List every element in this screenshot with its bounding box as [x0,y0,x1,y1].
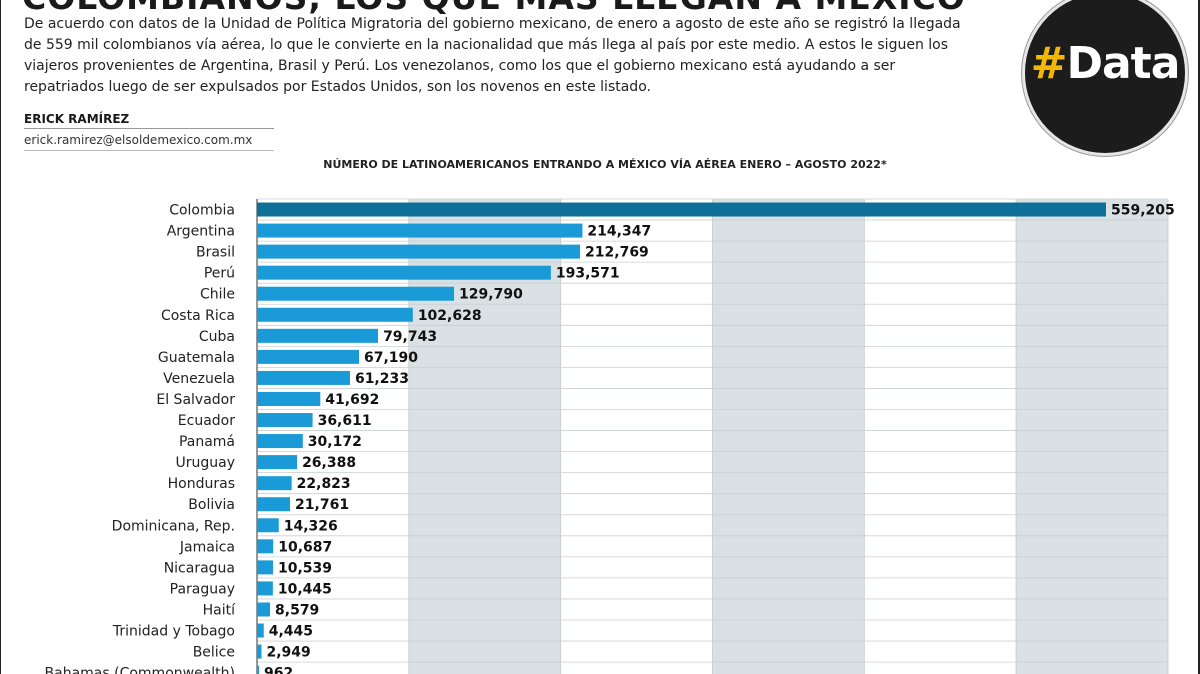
author-byline: ERICK RAMÍREZ [24,112,274,129]
bar [257,434,303,449]
value-label: 79,743 [383,329,437,345]
bar [257,665,259,674]
value-label: 214,347 [587,224,651,240]
category-label: Cuba [199,329,235,345]
bar [257,644,262,659]
bar [257,244,581,259]
value-label: 41,692 [325,392,379,408]
value-label: 129,790 [459,287,523,303]
category-label: Paraguay [170,581,235,597]
bar [257,391,321,406]
category-label: Trinidad y Tobago [112,624,235,640]
category-label: El Salvador [156,392,235,408]
value-label: 22,823 [297,476,351,492]
value-label: 30,172 [308,434,362,450]
value-label: 36,611 [318,413,372,429]
category-label: Jamaica [179,539,235,555]
data-badge: #Data [1022,0,1188,156]
value-label: 10,687 [278,539,332,555]
hash-icon: # [1030,38,1068,89]
data-badge-label: #Data [1025,38,1185,89]
value-label: 559,205 [1111,203,1175,219]
bar [257,265,551,280]
badge-word: Data [1066,38,1180,89]
value-label: 193,571 [556,266,620,282]
category-label: Belice [193,645,235,661]
category-label: Perú [204,266,235,282]
bar [257,286,455,301]
value-label: 10,445 [278,581,332,597]
left-frame-rule [0,0,1,674]
intro-paragraph: De acuerdo con datos de la Unidad de Pol… [24,16,961,95]
value-label: 962 [264,666,293,674]
bar [257,413,313,428]
category-label: Nicaragua [164,560,235,576]
category-label: Venezuela [163,371,235,387]
chart-title: NÚMERO DE LATINOAMERICANOS ENTRANDO A MÉ… [323,158,887,171]
bar [257,518,279,533]
category-label: Chile [200,287,235,303]
right-frame-rule [1198,0,1200,674]
bar [257,328,379,343]
value-label: 21,761 [295,497,349,513]
bar [257,202,1106,217]
value-label: 2,949 [266,645,310,661]
category-label: Guatemala [158,350,235,366]
author-email: erick.ramirez@elsoldemexico.com.mx [24,133,253,147]
background-band [1016,199,1168,674]
bar [257,539,274,554]
category-label: Honduras [168,476,235,492]
category-label: Panamá [179,434,235,450]
bar [257,455,298,470]
category-label: Argentina [167,224,235,240]
bar [257,370,350,385]
byline-divider [24,150,274,151]
category-label: Colombia [169,203,235,219]
bar [257,307,413,322]
value-label: 4,445 [269,624,313,640]
bar [257,602,271,617]
bar [257,476,292,491]
value-label: 14,326 [284,518,338,534]
background-band [712,199,865,674]
category-label: Brasil [196,245,235,261]
category-label: Bolivia [188,497,235,513]
bar [257,623,264,638]
bar [257,581,273,596]
category-label: Bahamas (Commonwealth) [45,666,235,674]
value-label: 67,190 [364,350,418,366]
bar [257,560,274,575]
value-label: 61,233 [355,371,409,387]
category-label: Uruguay [176,455,236,471]
value-label: 102,628 [418,308,482,324]
category-label: Haití [203,602,236,618]
value-label: 212,769 [585,245,649,261]
category-label: Costa Rica [161,308,235,324]
bar [257,497,291,512]
category-label: Ecuador [178,413,235,429]
value-label: 8,579 [275,602,319,618]
headline: COLOMBIANOS, LOS QUE MÁS LLEGAN A MÉXICO [22,0,966,17]
bar [257,349,360,364]
value-label: 26,388 [302,455,356,471]
value-label: 10,539 [278,560,332,576]
bar [257,223,583,238]
category-label: Dominicana, Rep. [112,518,235,534]
